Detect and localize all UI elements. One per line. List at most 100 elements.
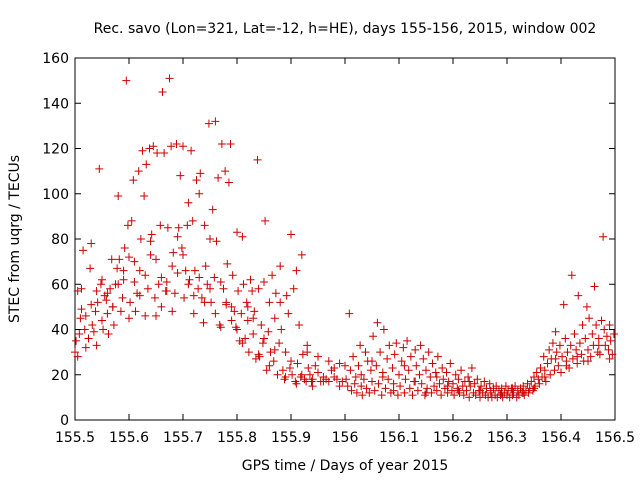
data-point-plus-marker bbox=[561, 334, 570, 343]
data-point-plus-marker bbox=[201, 262, 210, 271]
x-tick-label: 155.6 bbox=[109, 430, 149, 446]
data-point-plus-marker bbox=[168, 307, 177, 316]
data-point-plus-marker bbox=[543, 359, 552, 368]
data-point-plus-marker bbox=[92, 287, 101, 296]
data-point-plus-marker bbox=[595, 350, 604, 359]
data-point-plus-marker bbox=[395, 370, 403, 379]
data-point-plus-marker bbox=[160, 149, 169, 158]
data-point-plus-marker bbox=[307, 377, 316, 386]
data-point-plus-marker bbox=[454, 375, 463, 384]
data-point-plus-marker bbox=[519, 388, 528, 397]
data-point-plus-marker bbox=[545, 345, 554, 354]
data-point-plus-marker bbox=[292, 266, 301, 275]
data-point-plus-marker bbox=[157, 273, 166, 282]
data-point-plus-marker bbox=[195, 189, 204, 198]
data-point-plus-marker bbox=[179, 250, 187, 259]
data-point-plus-marker bbox=[308, 382, 317, 391]
data-point-plus-marker bbox=[162, 287, 171, 296]
data-point-plus-marker bbox=[606, 336, 615, 345]
data-point-plus-marker bbox=[222, 300, 231, 309]
data-point-plus-marker bbox=[223, 259, 232, 268]
data-point-plus-marker bbox=[422, 366, 430, 375]
data-point-plus-marker bbox=[347, 386, 356, 395]
data-point-plus-marker bbox=[411, 377, 420, 386]
data-point-plus-marker bbox=[435, 379, 444, 388]
data-point-plus-marker bbox=[588, 330, 597, 339]
data-point-plus-marker bbox=[293, 359, 302, 368]
x-tick-label: 156.1 bbox=[379, 430, 419, 446]
data-point-plus-marker bbox=[93, 298, 102, 307]
data-point-plus-marker bbox=[266, 348, 275, 357]
data-point-plus-marker bbox=[173, 268, 182, 277]
data-point-plus-marker bbox=[530, 373, 538, 382]
data-point-plus-marker bbox=[270, 314, 279, 323]
data-point-plus-marker bbox=[462, 386, 471, 395]
x-tick-label: 155.5 bbox=[55, 430, 95, 446]
data-point-plus-marker bbox=[389, 386, 398, 395]
data-point-plus-marker bbox=[208, 205, 217, 214]
x-tick-label: 155.9 bbox=[271, 430, 311, 446]
data-point-plus-marker bbox=[497, 388, 506, 397]
y-tick-label: 160 bbox=[42, 51, 69, 67]
y-tick-label: 80 bbox=[51, 232, 69, 248]
data-point-plus-marker bbox=[465, 393, 474, 402]
data-point-plus-marker bbox=[183, 221, 192, 230]
data-point-plus-marker bbox=[477, 382, 486, 391]
data-point-plus-marker bbox=[439, 375, 448, 384]
data-point-plus-marker bbox=[122, 76, 131, 85]
data-point-plus-marker bbox=[173, 232, 182, 241]
data-point-plus-marker bbox=[570, 330, 579, 339]
data-point-plus-marker bbox=[403, 336, 412, 345]
data-point-plus-marker bbox=[574, 291, 583, 300]
data-point-plus-marker bbox=[297, 250, 306, 259]
data-point-plus-marker bbox=[319, 377, 328, 386]
y-tick-label: 20 bbox=[51, 368, 69, 384]
data-point-plus-marker bbox=[508, 384, 517, 393]
data-point-plus-marker bbox=[219, 284, 228, 293]
data-point-plus-marker bbox=[233, 325, 241, 334]
data-point-plus-marker bbox=[126, 298, 135, 307]
data-point-plus-marker bbox=[260, 277, 268, 286]
data-point-plus-marker bbox=[86, 264, 95, 273]
data-point-plus-marker bbox=[599, 232, 608, 241]
data-point-plus-marker bbox=[216, 323, 225, 332]
data-point-plus-marker bbox=[330, 363, 339, 372]
data-point-plus-marker bbox=[185, 275, 194, 284]
data-point-plus-marker bbox=[231, 323, 240, 332]
data-point-plus-marker bbox=[430, 382, 439, 391]
data-point-plus-marker bbox=[485, 379, 494, 388]
data-point-plus-marker bbox=[77, 305, 86, 314]
data-point-plus-marker bbox=[228, 271, 237, 280]
data-point-plus-marker bbox=[134, 167, 143, 176]
data-point-plus-marker bbox=[389, 379, 398, 388]
data-point-plus-marker bbox=[135, 266, 144, 275]
data-point-plus-marker bbox=[400, 361, 409, 370]
data-point-plus-marker bbox=[119, 275, 128, 284]
data-point-plus-marker bbox=[268, 271, 277, 280]
data-point-plus-marker bbox=[125, 314, 133, 323]
data-point-plus-marker bbox=[184, 198, 193, 207]
data-point-plus-marker bbox=[582, 302, 591, 311]
data-point-plus-marker bbox=[127, 216, 136, 225]
data-point-plus-marker bbox=[296, 373, 305, 382]
x-axis-label: GPS time / Days of year 2015 bbox=[242, 458, 449, 474]
data-point-plus-marker bbox=[341, 361, 349, 370]
data-point-plus-marker bbox=[107, 255, 116, 264]
data-point-plus-marker bbox=[227, 302, 236, 311]
data-point-plus-marker bbox=[262, 366, 271, 375]
data-point-plus-marker bbox=[608, 350, 617, 359]
data-point-plus-marker bbox=[216, 277, 225, 286]
data-point-plus-marker bbox=[280, 375, 289, 384]
data-point-plus-marker bbox=[188, 216, 197, 225]
data-point-plus-marker bbox=[527, 377, 536, 386]
data-point-plus-marker bbox=[604, 345, 613, 354]
data-point-plus-marker bbox=[184, 280, 193, 289]
data-point-plus-marker bbox=[154, 280, 163, 289]
data-point-plus-marker bbox=[520, 391, 529, 400]
data-point-plus-marker bbox=[368, 377, 376, 386]
data-point-plus-marker bbox=[473, 375, 482, 384]
data-point-plus-marker bbox=[254, 284, 263, 293]
data-point-plus-marker bbox=[104, 330, 113, 339]
data-point-plus-marker bbox=[261, 216, 270, 225]
data-point-plus-marker bbox=[443, 388, 452, 397]
